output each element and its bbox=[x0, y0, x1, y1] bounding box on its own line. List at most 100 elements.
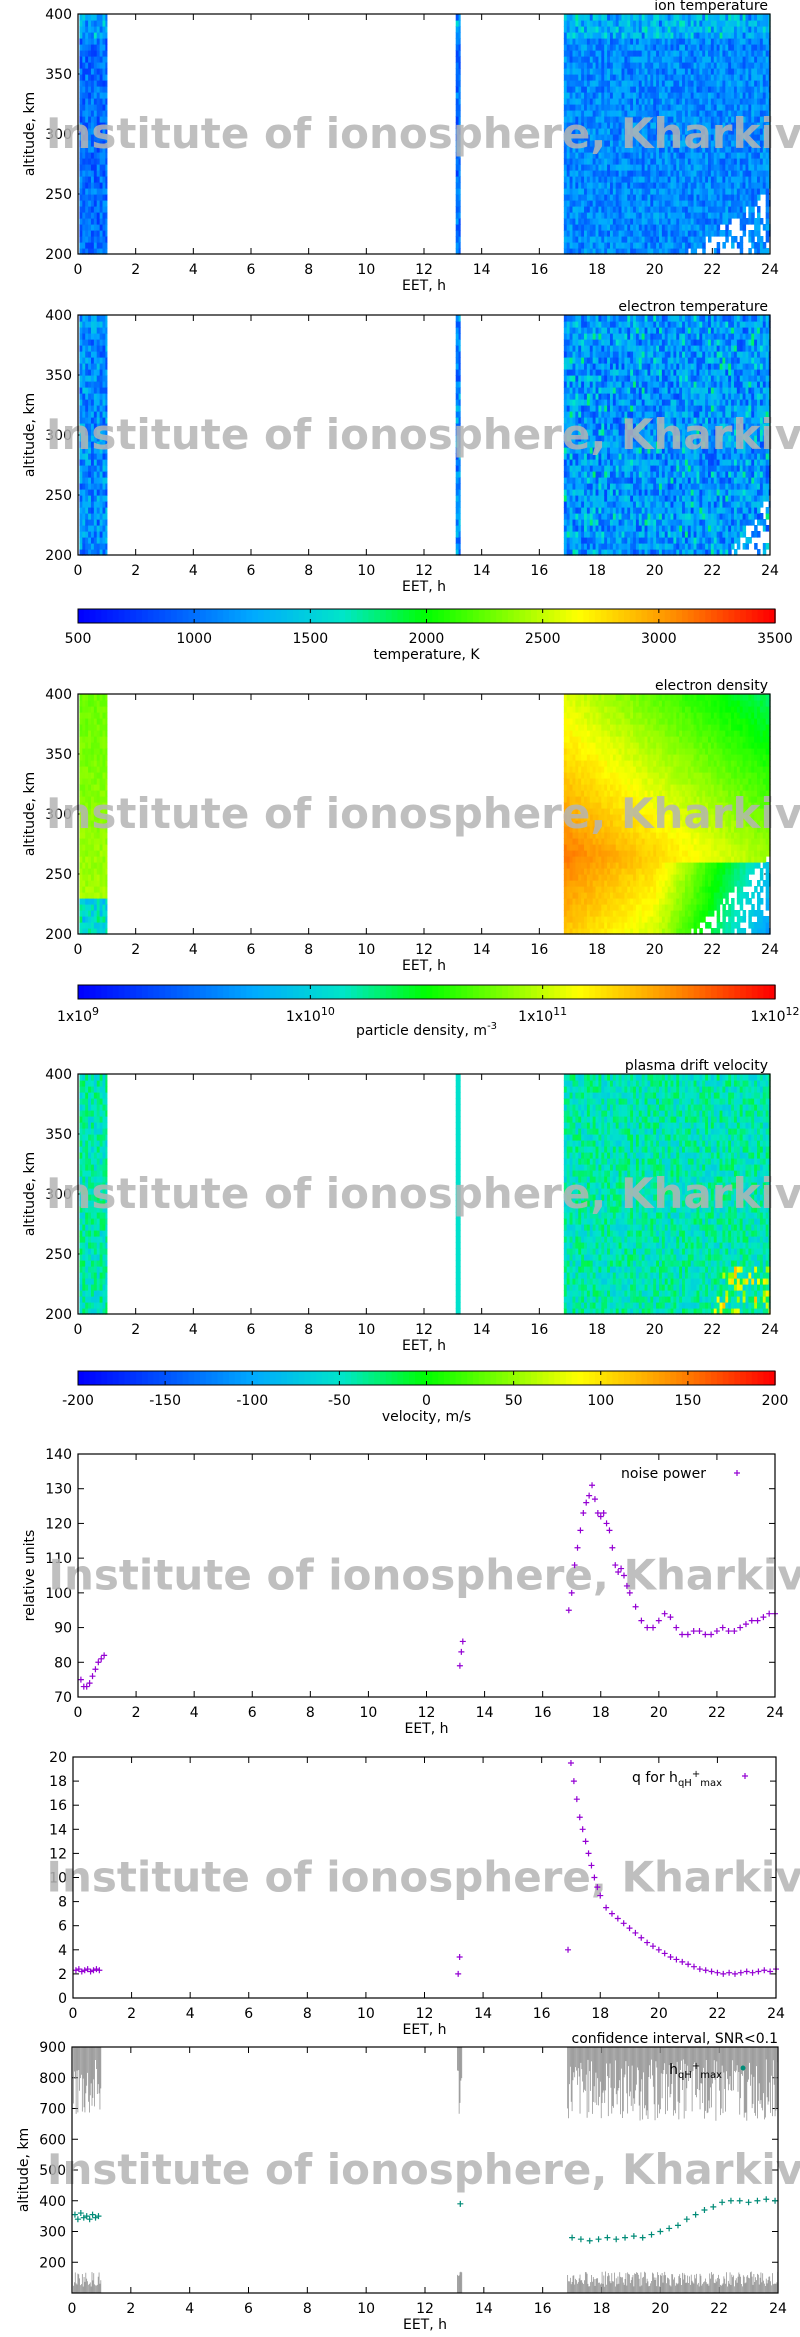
heatmap-cell bbox=[575, 200, 579, 207]
heatmap-cell bbox=[85, 110, 89, 117]
heatmap-cell bbox=[586, 152, 591, 159]
heatmap-cell bbox=[455, 56, 460, 63]
heatmap-cell bbox=[589, 194, 594, 201]
heatmap-cell bbox=[88, 224, 92, 231]
heatmap-cell bbox=[569, 26, 574, 33]
heatmap-cell bbox=[458, 14, 461, 21]
heatmap-cell bbox=[93, 14, 98, 21]
heatmap-cell bbox=[455, 224, 460, 231]
heatmap-cell bbox=[578, 98, 582, 105]
heatmap-cell bbox=[90, 248, 95, 255]
heatmap-cell bbox=[82, 218, 86, 225]
heatmap-cell bbox=[584, 68, 588, 75]
heatmap-cell bbox=[96, 152, 101, 159]
heatmap-cell bbox=[731, 242, 735, 249]
heatmap-cell bbox=[584, 170, 588, 177]
heatmap-cell bbox=[586, 242, 591, 249]
heatmap-cell bbox=[595, 170, 600, 177]
heatmap-cell bbox=[93, 236, 98, 243]
heatmap-cell bbox=[586, 74, 591, 81]
heatmap-cell bbox=[105, 363, 108, 370]
heatmap-cell bbox=[96, 62, 101, 69]
heatmap-cell bbox=[79, 206, 83, 213]
heatmap-cell bbox=[455, 212, 460, 219]
heatmap-cell bbox=[572, 92, 576, 99]
heatmap-cell bbox=[96, 50, 101, 57]
x-tick-label: 20 bbox=[646, 262, 664, 278]
heatmap-cell bbox=[96, 14, 101, 21]
heatmap-cell bbox=[88, 152, 92, 159]
heatmap-cell bbox=[455, 122, 460, 129]
heatmap-cell bbox=[105, 375, 108, 382]
heatmap-cell bbox=[578, 140, 582, 147]
heatmap-cell bbox=[592, 230, 597, 237]
heatmap-cell bbox=[575, 86, 579, 93]
heatmap-cell bbox=[575, 188, 579, 195]
heatmap-cell bbox=[598, 116, 602, 123]
heatmap-cell bbox=[575, 98, 579, 105]
heatmap-cell bbox=[584, 38, 588, 45]
heatmap-cell bbox=[458, 194, 461, 201]
heatmap-cell bbox=[82, 44, 86, 51]
heatmap-cell bbox=[455, 14, 460, 21]
heatmap-cell bbox=[96, 236, 101, 243]
heatmap-cell bbox=[85, 230, 89, 237]
heatmap-cell bbox=[592, 128, 597, 135]
heatmap-cell bbox=[595, 230, 600, 237]
heatmap-cell bbox=[458, 543, 461, 550]
heatmap-cell bbox=[584, 158, 588, 165]
heatmap-cell bbox=[93, 242, 98, 249]
heatmap-cell bbox=[458, 182, 461, 189]
heatmap-cell bbox=[563, 122, 568, 129]
heatmap-cell bbox=[598, 128, 602, 135]
heatmap-cell bbox=[99, 50, 104, 57]
heatmap-cell bbox=[82, 80, 86, 87]
heatmap-cell bbox=[569, 68, 574, 75]
heatmap-cell bbox=[584, 146, 588, 153]
heatmap-cell bbox=[458, 134, 461, 141]
heatmap-cell bbox=[88, 188, 92, 195]
heatmap-cell bbox=[79, 146, 83, 153]
heatmap-cell bbox=[586, 62, 591, 69]
x-tick-label: 24 bbox=[761, 563, 779, 579]
heatmap-cell bbox=[569, 32, 574, 39]
heatmap-cell bbox=[592, 140, 597, 147]
heatmap-cell bbox=[589, 26, 594, 33]
heatmap-cell bbox=[563, 230, 568, 237]
heatmap-cell bbox=[584, 110, 588, 117]
heatmap-cell bbox=[102, 14, 106, 21]
heatmap-cell bbox=[581, 116, 585, 123]
heatmap-cell bbox=[575, 80, 579, 87]
heatmap-cell bbox=[93, 98, 98, 105]
heatmap-cell bbox=[592, 38, 597, 45]
heatmap-cell bbox=[85, 212, 89, 219]
heatmap-cell bbox=[90, 164, 95, 171]
heatmap-cell bbox=[566, 122, 571, 129]
heatmap-cell bbox=[93, 176, 98, 183]
y-tick-label: 250 bbox=[45, 488, 72, 504]
heatmap-cell bbox=[82, 212, 86, 219]
heatmap-cell bbox=[598, 134, 602, 141]
heatmap-cell bbox=[581, 176, 585, 183]
x-tick-label: 16 bbox=[530, 563, 548, 579]
heatmap-cell bbox=[105, 122, 108, 129]
heatmap-cell bbox=[598, 140, 602, 147]
heatmap-cell bbox=[575, 230, 579, 237]
heatmap-cell bbox=[458, 32, 461, 39]
heatmap-cell bbox=[569, 98, 574, 105]
heatmap-cell bbox=[598, 224, 602, 231]
heatmap-cell bbox=[82, 206, 86, 213]
heatmap-cell bbox=[99, 116, 104, 123]
heatmap-cell bbox=[584, 188, 588, 195]
heatmap-cell bbox=[575, 170, 579, 177]
heatmap-cell bbox=[589, 56, 594, 63]
heatmap-cell bbox=[458, 531, 461, 538]
heatmap-cell bbox=[458, 170, 461, 177]
x-tick-label: 24 bbox=[761, 262, 779, 278]
heatmap-cell bbox=[79, 236, 83, 243]
heatmap-cell bbox=[105, 248, 108, 255]
heatmap-cell bbox=[589, 236, 594, 243]
heatmap-cell bbox=[589, 128, 594, 135]
y-tick-label: 400 bbox=[45, 308, 72, 324]
